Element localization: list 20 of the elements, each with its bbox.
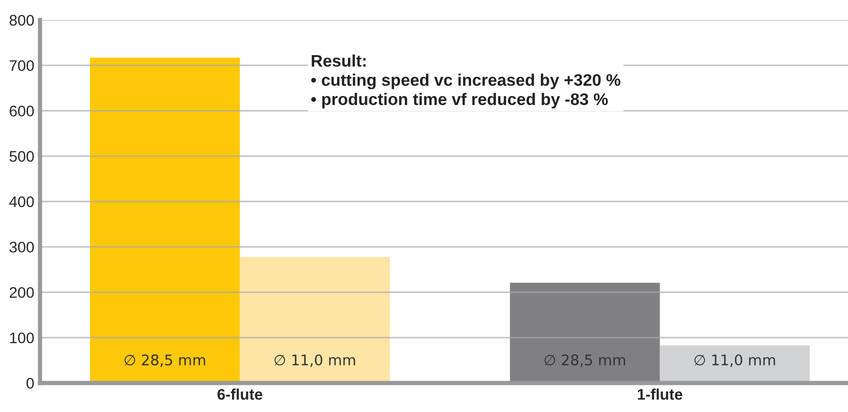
y-tick-label: 0 [26, 378, 34, 389]
y-tick-label: 700 [10, 60, 34, 72]
bar [240, 256, 390, 383]
y-tick-label: 100 [10, 332, 34, 344]
y-tick-label: 500 [10, 150, 34, 162]
bar [90, 58, 240, 383]
bar [510, 282, 660, 383]
series-label: ∅ 11,0 mm [694, 354, 776, 367]
x-tick-label: 6-flute [218, 388, 262, 400]
y-tick-label: 800 [10, 14, 34, 26]
text: ∅ 11,0 mm [274, 354, 356, 367]
y-tick-label: 300 [10, 242, 34, 253]
x-tick-label: 1-flute [638, 388, 682, 400]
bar [660, 345, 810, 383]
y-tick-label: 600 [10, 106, 34, 116]
series-label: ∅ 28,5 mm [124, 354, 206, 367]
annotation: Result: • cutting speed vc increased by +320 % • production time vf reduced by -83 % [311, 54, 620, 108]
y-tick-label: 200 [10, 287, 34, 298]
text: ∅ 28,5 mm [544, 354, 626, 367]
y-tick-label: 400 [9, 196, 34, 208]
